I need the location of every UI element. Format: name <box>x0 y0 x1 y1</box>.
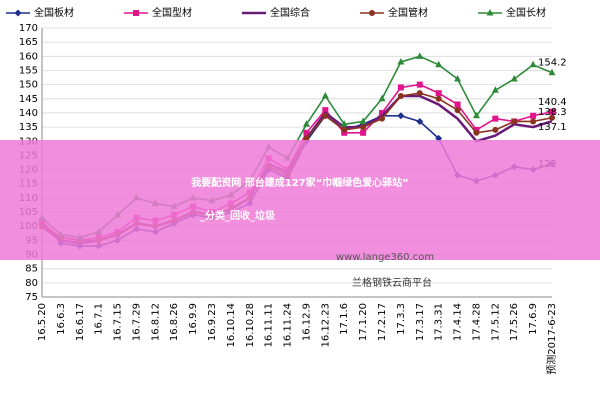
marker <box>435 60 443 68</box>
y-tick-label: 160 <box>19 51 38 62</box>
legend-label: 全国长材 <box>506 6 546 19</box>
y-tick-label: 170 <box>19 23 38 34</box>
marker <box>14 9 22 17</box>
marker <box>379 109 385 116</box>
x-tick-label: 16.9.9 <box>188 303 199 335</box>
marker <box>416 52 424 59</box>
marker <box>416 90 423 97</box>
x-tick-label: 17.4.14 <box>453 303 464 341</box>
marker <box>341 126 348 133</box>
x-tick-label: 16.6.17 <box>75 303 86 341</box>
x-tick-label: 16.7.1 <box>94 303 105 335</box>
marker <box>322 107 329 114</box>
y-tick-label: 85 <box>25 264 38 275</box>
x-tick-label: 16.11.24 <box>283 303 294 348</box>
x-tick-label: 17.1.6 <box>339 303 350 335</box>
x-tick-label: 17.4.28 <box>471 303 482 341</box>
x-tick-label: 17.1.20 <box>358 303 369 341</box>
y-tick-label: 75 <box>25 292 38 303</box>
x-tick-label: 16.8.26 <box>169 303 180 341</box>
x-tick-label: 16.11.11 <box>264 303 275 348</box>
marker <box>322 112 329 119</box>
legend-label: 全国管材 <box>388 6 428 19</box>
banner-text: 我要配资网 邢台建成127家“巾帼绿色爱心驿站” <box>191 176 409 189</box>
x-tick-label: 16.7.15 <box>113 303 124 341</box>
marker <box>321 91 329 99</box>
x-tick-label: 16.10.28 <box>245 303 256 348</box>
x-tick-label: 16.8.12 <box>150 303 161 341</box>
marker <box>435 95 442 102</box>
marker <box>416 117 424 125</box>
x-tick-label: 16.10.14 <box>226 303 237 348</box>
marker <box>360 124 367 131</box>
x-tick-label: 17.3.17 <box>415 303 426 341</box>
x-tick-label: 预测2017-6-23 <box>545 303 558 375</box>
marker <box>359 117 367 124</box>
x-tick-label: 16.5.20 <box>37 303 48 341</box>
data-label: 138.3 <box>538 107 567 118</box>
marker <box>133 10 139 16</box>
y-tick-label: 155 <box>19 65 38 76</box>
x-tick-label: 16.7.29 <box>131 303 142 341</box>
x-tick-label: 17.3.31 <box>434 303 445 341</box>
watermark: 兰格钢铁云商平台 <box>352 276 432 289</box>
banner-text: _分类_回收_垃圾 <box>200 209 276 222</box>
marker <box>435 90 442 97</box>
banner <box>0 140 600 260</box>
data-label: 140.4 <box>538 97 567 108</box>
marker <box>492 126 499 133</box>
legend-label: 全国板材 <box>34 6 74 19</box>
watermark: www.lange360.com <box>336 252 434 263</box>
marker <box>530 112 537 119</box>
x-tick-label: 16.6.3 <box>56 303 67 335</box>
marker <box>491 86 499 93</box>
x-tick-label: 16.9.23 <box>207 303 218 341</box>
x-tick-label: 17.5.12 <box>490 303 501 341</box>
x-tick-label: 17.3.3 <box>396 303 407 335</box>
marker <box>397 112 405 120</box>
marker <box>360 129 367 136</box>
y-tick-label: 140 <box>19 108 38 119</box>
marker <box>473 129 480 136</box>
marker <box>529 60 537 68</box>
marker <box>416 81 423 88</box>
marker <box>549 108 555 115</box>
x-tick-label: 17.6.9 <box>528 303 539 335</box>
marker <box>454 101 461 108</box>
marker <box>548 68 556 76</box>
x-tick-label: 16.12.23 <box>320 303 331 348</box>
marker <box>397 92 404 99</box>
marker <box>472 111 480 119</box>
marker <box>378 94 386 102</box>
data-label: 154.2 <box>538 58 567 69</box>
marker <box>549 114 555 121</box>
marker <box>397 84 404 91</box>
data-label: 137.1 <box>538 122 567 133</box>
marker <box>492 115 499 122</box>
y-tick-label: 145 <box>19 94 38 105</box>
marker <box>510 74 518 82</box>
y-tick-label: 165 <box>19 37 38 48</box>
y-tick-label: 150 <box>19 80 38 91</box>
marker <box>486 9 494 16</box>
marker <box>369 10 375 16</box>
marker <box>303 129 310 136</box>
marker <box>303 135 310 142</box>
y-tick-label: 135 <box>19 122 38 133</box>
x-tick-label: 17.5.26 <box>509 303 520 341</box>
y-tick-label: 80 <box>25 278 38 289</box>
marker <box>379 115 385 122</box>
marker <box>530 118 537 125</box>
x-tick-label: 17.2.17 <box>377 303 388 341</box>
marker <box>454 107 461 114</box>
legend-label: 全国型材 <box>152 6 192 19</box>
marker <box>511 118 518 125</box>
marker <box>397 57 405 65</box>
marker <box>302 120 310 127</box>
legend-label: 全国综合 <box>270 6 310 19</box>
marker <box>454 74 462 82</box>
x-tick-label: 16.12.9 <box>301 303 312 341</box>
marker <box>340 120 348 127</box>
